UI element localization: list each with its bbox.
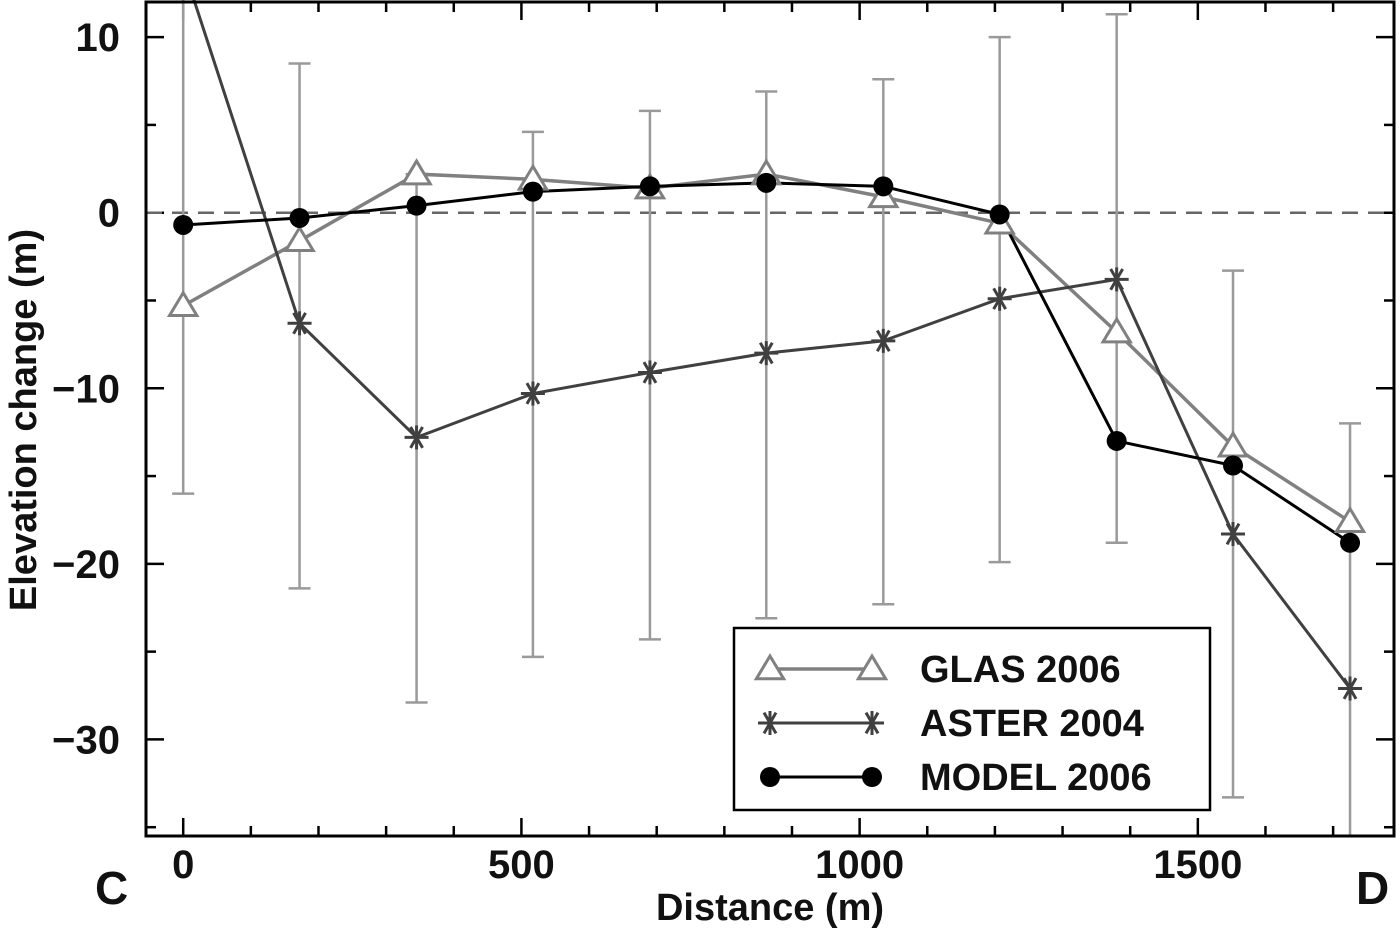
end-point-label: D xyxy=(1356,862,1389,914)
data-point-asterisk xyxy=(1221,522,1246,547)
data-point-triangle xyxy=(1100,316,1133,344)
legend: GLAS 2006 ASTER 2004 MODEL 2006 xyxy=(732,626,1212,812)
legend-label: GLAS 2006 xyxy=(920,649,1121,691)
data-point-circle xyxy=(406,195,427,216)
data-point-circle xyxy=(639,176,660,197)
data-point-asterisk xyxy=(1104,267,1129,292)
data-point-triangle xyxy=(400,158,433,186)
y-tick-label: −30 xyxy=(52,718,120,762)
data-point-asterisk xyxy=(754,341,779,366)
data-point-circle xyxy=(989,204,1010,225)
x-tick-label: 1000 xyxy=(815,843,904,887)
data-point-circle xyxy=(173,214,194,235)
data-point-asterisk xyxy=(987,286,1012,311)
data-point-asterisk xyxy=(637,360,662,385)
data-point-triangle xyxy=(1333,505,1367,533)
x-axis-title: Distance (m) xyxy=(656,887,884,929)
data-point-circle xyxy=(1106,430,1127,451)
data-point-asterisk xyxy=(520,381,545,406)
data-point-triangle xyxy=(283,224,316,253)
legend-box xyxy=(732,626,1212,812)
legend-marker xyxy=(862,767,882,787)
data-point-circle xyxy=(1223,455,1244,476)
data-point-asterisk xyxy=(871,328,896,353)
legend-label: MODEL 2006 xyxy=(920,757,1152,799)
data-point-asterisk xyxy=(287,311,312,336)
legend-label: ASTER 2004 xyxy=(920,703,1144,745)
y-tick-label: 0 xyxy=(98,192,120,236)
x-tick-label: 500 xyxy=(488,843,555,887)
data-point-asterisk xyxy=(404,425,429,450)
plot-frame xyxy=(144,0,1396,838)
data-point-circle xyxy=(1340,532,1361,553)
data-point-circle xyxy=(873,176,894,197)
y-tick-label: 10 xyxy=(76,16,121,60)
legend-marker xyxy=(855,653,889,681)
legend-marker xyxy=(760,767,780,787)
series-markers xyxy=(166,158,1367,701)
data-point-circle xyxy=(289,207,310,228)
y-tick-label: −10 xyxy=(52,367,120,411)
data-point-circle xyxy=(522,181,543,202)
start-point-label: C xyxy=(95,862,128,914)
y-tick-label: −20 xyxy=(52,543,120,587)
x-tick-label: 0 xyxy=(172,843,194,887)
tick-labels: 0 500 1000 1500 10 0 −10 −20 −30 xyxy=(52,16,1242,887)
x-tick-label: 1500 xyxy=(1153,843,1242,887)
legend-marker xyxy=(860,711,884,735)
data-point-asterisk xyxy=(1338,676,1363,701)
legend-marker xyxy=(753,653,787,681)
data-point-triangle xyxy=(166,289,200,318)
legend-marker xyxy=(758,711,782,735)
y-axis-title: Elevation change (m) xyxy=(3,229,45,611)
data-point-circle xyxy=(756,172,777,193)
